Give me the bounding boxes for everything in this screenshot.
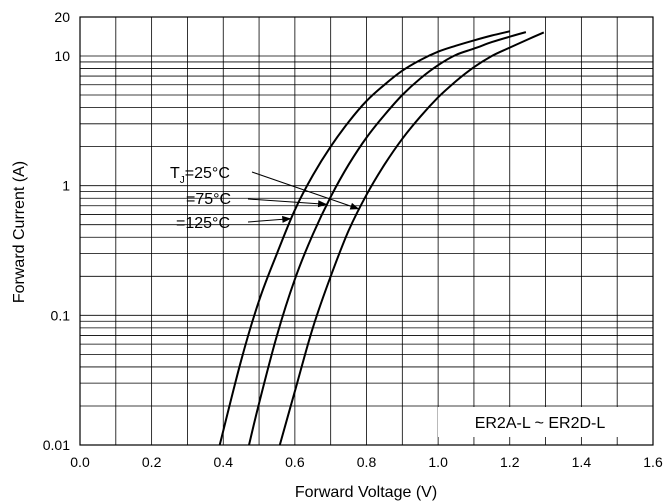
x-tick-label: 1.0 bbox=[428, 454, 448, 470]
curve-75c bbox=[248, 31, 527, 446]
x-tick-label: 1.2 bbox=[500, 454, 520, 470]
grid bbox=[80, 16, 653, 445]
arrow-25c-head bbox=[349, 202, 360, 210]
annotation-arrows bbox=[247, 171, 360, 223]
curve-25c bbox=[278, 31, 545, 446]
tick-labels: 0.0 0.2 0.4 0.6 0.8 1.0 1.2 1.4 1.6 0.01 0.1 1 10 20 bbox=[43, 9, 663, 470]
device-label: ER2A-L ~ ER2D-L bbox=[475, 415, 606, 432]
annotation-tj-sub: J bbox=[180, 175, 185, 186]
y-tick-label: 0.1 bbox=[51, 307, 71, 323]
annotation-75c: =75°C bbox=[186, 191, 231, 208]
arrow-25c bbox=[251, 171, 360, 210]
curve-125c bbox=[218, 30, 510, 446]
x-tick-label: 0.6 bbox=[285, 454, 305, 470]
annotation-125c: =125°C bbox=[176, 215, 230, 232]
x-tick-label: 1.4 bbox=[572, 454, 592, 470]
y-axis-title: Forward Current (A) bbox=[11, 161, 28, 303]
x-axis-title: Forward Voltage (V) bbox=[295, 484, 437, 501]
x-tick-label: 0.0 bbox=[70, 454, 90, 470]
arrow-75c bbox=[247, 198, 328, 205]
curves bbox=[218, 30, 545, 446]
arrow-75c-head bbox=[317, 200, 328, 208]
arrow-125c-head bbox=[282, 215, 292, 223]
plot-frame bbox=[79, 16, 654, 446]
device-label-box bbox=[438, 407, 641, 437]
y-tick-label: 0.01 bbox=[43, 437, 70, 453]
annotation-tj-t: T bbox=[170, 165, 180, 182]
y-tick-label: 1 bbox=[62, 178, 70, 194]
x-tick-label: 0.8 bbox=[357, 454, 377, 470]
x-tick-label: 1.6 bbox=[643, 454, 663, 470]
annotation-tj-25c: TJ=25°C bbox=[170, 165, 230, 186]
annotation-tj-rest: =25°C bbox=[185, 165, 230, 182]
x-tick-label: 0.2 bbox=[142, 454, 162, 470]
y-tick-label: 10 bbox=[54, 48, 70, 64]
x-tick-label: 0.4 bbox=[214, 454, 234, 470]
y-tick-label: 20 bbox=[54, 9, 70, 25]
